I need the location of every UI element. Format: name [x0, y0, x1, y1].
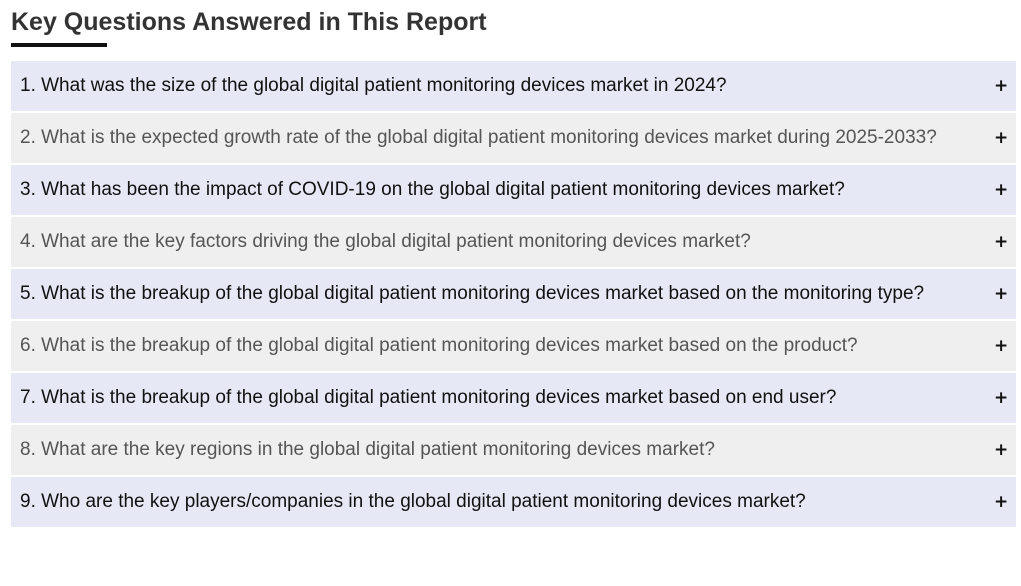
faq-item-6[interactable]: 6. What is the breakup of the global dig… [11, 321, 1016, 371]
faq-item-2[interactable]: 2. What is the expected growth rate of t… [11, 113, 1016, 163]
section-title: Key Questions Answered in This Report [11, 8, 487, 36]
plus-icon[interactable]: + [994, 336, 1009, 356]
faq-question[interactable]: 7. What is the breakup of the global dig… [20, 387, 837, 408]
faq-item-1[interactable]: 1. What was the size of the global digit… [11, 61, 1016, 111]
plus-icon[interactable]: + [994, 232, 1009, 252]
plus-icon[interactable]: + [994, 440, 1009, 460]
title-underline [11, 43, 107, 47]
faq-item-4[interactable]: 4. What are the key factors driving the … [11, 217, 1016, 267]
faq-item-3[interactable]: 3. What has been the impact of COVID-19 … [11, 165, 1016, 215]
plus-icon[interactable]: + [994, 492, 1009, 512]
plus-icon[interactable]: + [994, 128, 1009, 148]
faq-question[interactable]: 1. What was the size of the global digit… [20, 75, 727, 96]
faq-question[interactable]: 5. What is the breakup of the global dig… [20, 283, 925, 304]
plus-icon[interactable]: + [994, 180, 1009, 200]
faq-item-8[interactable]: 8. What are the key regions in the globa… [11, 425, 1016, 475]
faq-list: 1. What was the size of the global digit… [11, 61, 1016, 529]
faq-item-7[interactable]: 7. What is the breakup of the global dig… [11, 373, 1016, 423]
faq-question[interactable]: 8. What are the key regions in the globa… [20, 439, 715, 460]
faq-item-9[interactable]: 9. Who are the key players/companies in … [11, 477, 1016, 527]
faq-question[interactable]: 9. Who are the key players/companies in … [20, 491, 806, 512]
faq-question[interactable]: 2. What is the expected growth rate of t… [20, 127, 937, 148]
plus-icon[interactable]: + [994, 284, 1009, 304]
faq-question[interactable]: 3. What has been the impact of COVID-19 … [20, 179, 845, 200]
faq-question[interactable]: 6. What is the breakup of the global dig… [20, 335, 858, 356]
plus-icon[interactable]: + [994, 76, 1009, 96]
faq-question[interactable]: 4. What are the key factors driving the … [20, 231, 751, 252]
plus-icon[interactable]: + [994, 388, 1009, 408]
faq-item-5[interactable]: 5. What is the breakup of the global dig… [11, 269, 1016, 319]
